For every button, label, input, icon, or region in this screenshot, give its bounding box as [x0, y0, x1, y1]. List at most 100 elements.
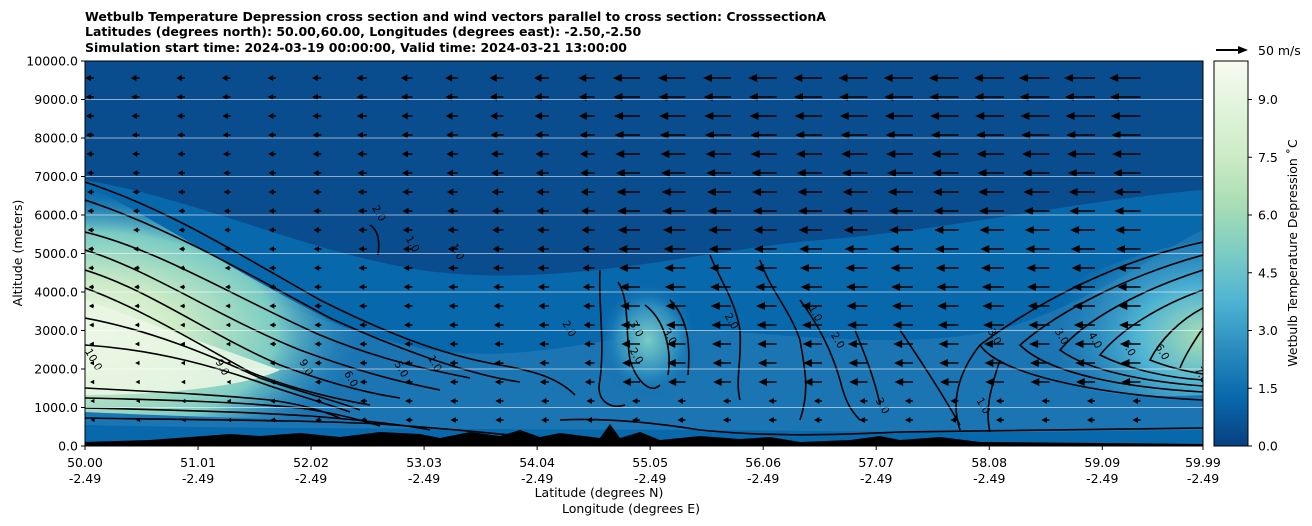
wind-vector-head — [536, 226, 544, 234]
wind-vector-head — [490, 131, 498, 139]
wind-vector-head — [1067, 150, 1077, 158]
wind-vector-head — [754, 264, 764, 272]
wind-vector-head — [176, 113, 183, 119]
wind-vector-head — [312, 74, 318, 82]
wind-vector-head — [750, 150, 760, 158]
wind-vector-head — [662, 226, 672, 234]
wind-vector-head — [1065, 112, 1075, 120]
contour — [799, 299, 861, 421]
wind-vector-head — [617, 226, 627, 234]
wind-vector-head — [178, 208, 184, 214]
wind-vector-head — [450, 417, 456, 423]
wind-vector-head — [177, 170, 183, 176]
wind-vector-head — [711, 321, 721, 329]
wind-vector-head — [178, 246, 184, 252]
wind-vector-head — [1028, 321, 1038, 329]
wind-vector-head — [1109, 74, 1119, 82]
wind-vector-head — [535, 131, 543, 139]
wind-vector-head — [315, 417, 321, 423]
wind-vector-head — [360, 417, 366, 423]
wind-vector-head — [403, 283, 410, 291]
wind-vector-head — [1132, 398, 1138, 404]
wind-vector-head — [223, 208, 229, 214]
wind-vector-head — [495, 417, 501, 423]
wind-vector-head — [86, 151, 92, 157]
wind-vector-head — [750, 131, 760, 139]
wind-vector-head — [581, 207, 589, 215]
wind-vector-head — [131, 113, 137, 119]
wind-vector-head — [403, 245, 409, 253]
wind-vector-head — [1022, 169, 1032, 177]
wind-vector-head — [801, 302, 811, 310]
wind-vector-head — [181, 379, 186, 385]
x-tick-label-lon: -2.49 — [747, 471, 779, 486]
wind-vector-head — [887, 188, 897, 196]
wind-vector-head — [1029, 359, 1039, 367]
wind-vector-head — [224, 265, 230, 271]
wind-vector-head — [401, 112, 408, 120]
wind-vector-head — [133, 227, 139, 233]
wind-vector-head — [1075, 378, 1085, 386]
x-axis: 50.00-2.4951.01-2.4952.02-2.4953.03-2.49… — [67, 446, 1221, 486]
wind-vector-head — [1113, 188, 1123, 196]
y-tick-label: 3000.0 — [34, 323, 78, 338]
x-tick-label-lon: -2.49 — [973, 471, 1005, 486]
wind-vector-head — [664, 264, 674, 272]
wind-vector-head — [930, 131, 940, 139]
wind-vector-head — [222, 151, 229, 157]
wind-vector-head — [841, 150, 851, 158]
wind-vector-head — [840, 131, 850, 139]
y-tick-label: 5000.0 — [34, 246, 78, 261]
contour — [709, 254, 742, 401]
wind-vector-head — [179, 303, 185, 309]
wind-vector-head — [404, 321, 410, 329]
wind-vector-head — [134, 284, 139, 290]
wind-vector-head — [996, 417, 1002, 423]
wind-vector-head — [1029, 340, 1039, 348]
wind-vector-head — [1115, 226, 1125, 234]
wind-vector-head — [359, 322, 365, 328]
wind-vector-head — [177, 132, 183, 138]
x-tick-label-lon: -2.49 — [521, 471, 553, 486]
contour — [369, 224, 380, 256]
wind-vector-head — [268, 208, 274, 214]
wind-vector-head — [314, 360, 320, 366]
wind-vector-head — [662, 207, 672, 215]
contour — [955, 344, 981, 431]
wind-vector-head — [706, 169, 716, 177]
wind-vector-head — [950, 417, 956, 423]
wind-vector-head — [847, 340, 857, 348]
wind-vector-head — [664, 283, 674, 291]
wind-vector-head — [1072, 283, 1082, 291]
wind-vector-head — [632, 398, 638, 404]
y-gridlines — [85, 99, 1203, 408]
wind-vector-head — [939, 359, 949, 367]
wind-vector-head — [537, 264, 545, 272]
wind-vector-head — [582, 264, 590, 272]
contour — [1018, 254, 1203, 393]
wind-vector-head — [1071, 264, 1081, 272]
wind-vector-head — [445, 93, 453, 101]
wind-vector-head — [841, 169, 851, 177]
wind-vector-head — [356, 74, 363, 82]
wind-vector-head — [618, 264, 628, 272]
x-tick-label-lon: -2.49 — [1187, 471, 1219, 486]
wind-vector-head — [978, 188, 988, 196]
wind-vector-head — [622, 378, 631, 386]
wind-vector-head — [176, 74, 182, 82]
wind-vector-head — [749, 112, 759, 120]
wind-vector-head — [492, 245, 499, 253]
wind-vector-head — [932, 188, 942, 196]
contour — [85, 249, 441, 391]
wind-vector-head — [632, 417, 638, 423]
wind-vector-head — [1025, 245, 1035, 253]
wind-vector-head — [708, 245, 718, 253]
wind-vector-head — [489, 93, 498, 101]
y-tick-label: 7000.0 — [34, 169, 78, 184]
wind-vector-head — [404, 360, 410, 366]
wind-vector-head — [666, 321, 675, 329]
wind-vector-head — [270, 417, 275, 423]
wind-vector-head — [751, 169, 761, 177]
wind-vector-head — [580, 188, 588, 196]
